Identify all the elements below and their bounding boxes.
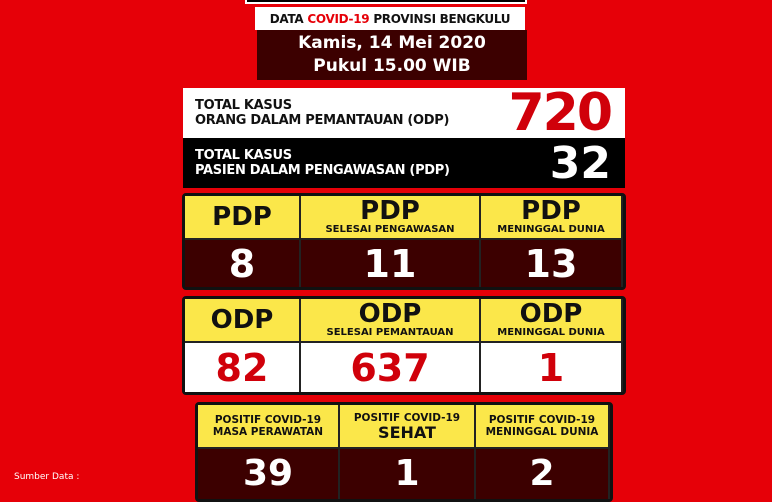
positif-perawatan-header: POSITIF COVID-19 MASA PERAWATAN [198,405,340,447]
odp-panel: ODP ODP SELESAI PEMANTAUAN ODP MENINGGAL D… [182,296,626,395]
odp-selesai-value: 637 [301,341,481,392]
header-prefix: DATA [269,11,304,26]
pdp-meninggal-title: PDP [521,196,581,226]
odp-meninggal-title: ODP [519,299,583,329]
date-time: Pukul 15.00 WIB [313,56,471,76]
total-pdp-label1: TOTAL KASUS [195,148,292,163]
source-label: Sumber Data : [14,472,80,482]
odp-value: 82 [185,341,301,392]
pdp-meninggal-header: PDP MENINGGAL DUNIA [481,196,623,238]
positif-sehat-line1: POSITIF COVID-19 [353,411,461,424]
total-odp-label1: TOTAL KASUS [195,98,292,113]
positif-meninggal-header: POSITIF COVID-19 MENINGGAL DUNIA [476,405,610,447]
odp-selesai-title: ODP [358,299,422,329]
positif-meninggal-value: 2 [476,447,610,499]
pdp-title: PDP [212,202,272,232]
top-banner [245,0,527,4]
positif-panel: POSITIF COVID-19 MASA PERAWATAN POSITIF C… [195,402,613,502]
pdp-header: PDP [185,196,301,238]
positif-perawatan-line1: POSITIF COVID-19 [214,414,322,426]
odp-meninggal-value: 1 [481,341,623,392]
pdp-selesai-title: PDP [360,196,420,226]
date-box: Kamis, 14 Mei 2020 Pukul 15.00 WIB [257,30,527,80]
total-odp-value: 720 [508,83,613,143]
total-pdp: TOTAL KASUS PASIEN DALAM PENGAWASAN (PDP)… [183,137,625,189]
pdp-selesai-header: PDP SELESAI PENGAWASAN [301,196,481,238]
odp-selesai-subtitle: SELESAI PEMANTAUAN [326,327,454,338]
positif-perawatan-line2: MASA PERAWATAN [212,426,324,438]
pdp-panel: PDP PDP SELESAI PENGAWASAN PDP MENINGGAL D… [182,193,626,290]
odp-header: ODP [185,299,301,341]
total-pdp-label2: PASIEN DALAM PENGAWASAN (PDP) [195,163,450,178]
header-title: DATA COVID-19 PROVINSI BENGKULU [255,7,525,30]
total-pdp-value: 32 [549,137,611,189]
pdp-meninggal-subtitle: MENINGGAL DUNIA [497,224,605,235]
odp-meninggal-header: ODP MENINGGAL DUNIA [481,299,623,341]
date-day: Kamis, 14 Mei 2020 [298,33,486,53]
total-odp-label2: ORANG DALAM PEMANTAUAN (ODP) [195,113,450,128]
positif-meninggal-line2: MENINGGAL DUNIA [485,426,599,438]
pdp-selesai-subtitle: SELESAI PENGAWASAN [325,224,455,235]
positif-meninggal-line1: POSITIF COVID-19 [488,414,596,426]
pdp-value: 8 [185,238,301,287]
pdp-meninggal-value: 13 [481,238,623,287]
odp-title: ODP [210,305,274,335]
header-suffix: PROVINSI BENGKULU [373,11,511,26]
odp-meninggal-subtitle: MENINGGAL DUNIA [497,327,605,338]
positif-sehat-header: POSITIF COVID-19 SEHAT [340,405,476,447]
total-odp: TOTAL KASUS ORANG DALAM PEMANTAUAN (ODP) … [183,83,625,143]
header-highlight: COVID-19 [307,11,370,26]
positif-perawatan-value: 39 [198,447,340,499]
pdp-selesai-value: 11 [301,238,481,287]
odp-selesai-header: ODP SELESAI PEMANTAUAN [301,299,481,341]
positif-sehat-value: 1 [340,447,476,499]
positif-sehat-line2: SEHAT [378,422,436,442]
